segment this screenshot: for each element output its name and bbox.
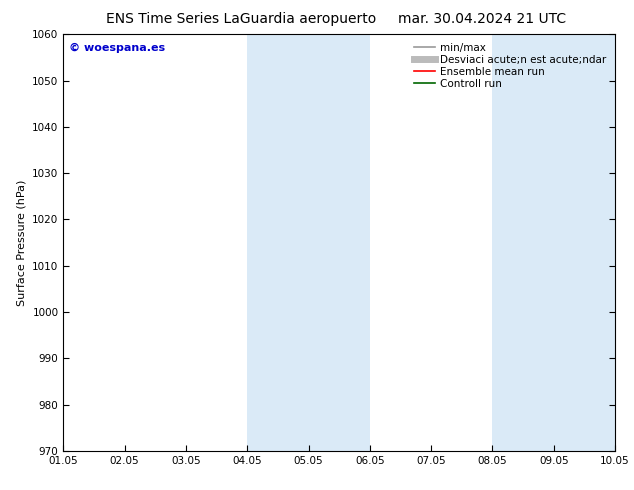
Bar	[553, 34, 615, 451]
Legend: min/max, Desviaci acute;n est acute;ndar, Ensemble mean run, Controll run: min/max, Desviaci acute;n est acute;ndar…	[411, 40, 610, 92]
Bar	[247, 34, 309, 451]
Text: © woespana.es: © woespana.es	[69, 43, 165, 53]
Y-axis label: Surface Pressure (hPa): Surface Pressure (hPa)	[16, 179, 27, 306]
Text: mar. 30.04.2024 21 UTC: mar. 30.04.2024 21 UTC	[398, 12, 566, 26]
Bar	[493, 34, 553, 451]
Bar	[309, 34, 370, 451]
Text: ENS Time Series LaGuardia aeropuerto: ENS Time Series LaGuardia aeropuerto	[106, 12, 376, 26]
